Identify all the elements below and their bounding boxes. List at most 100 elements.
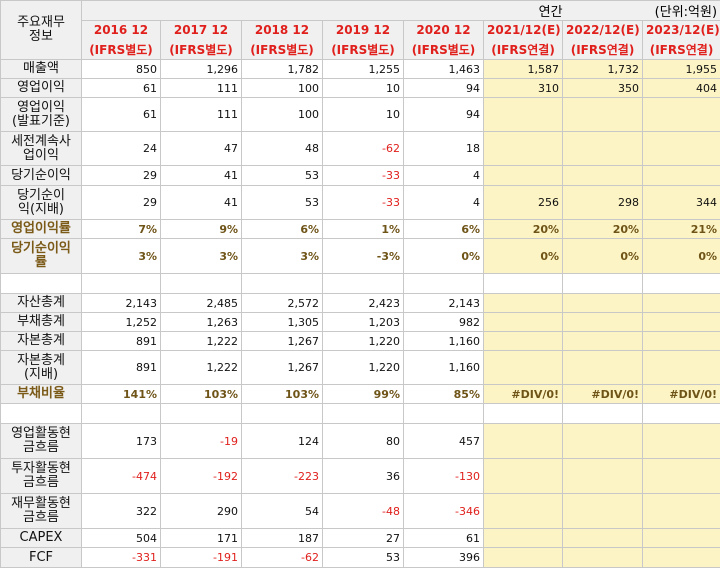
value-cell: 1,222 [161, 351, 242, 385]
year-header: 2020 12 [404, 21, 484, 40]
value-cell: 1,267 [242, 332, 323, 351]
value-cell [404, 404, 484, 424]
value-cell [323, 404, 404, 424]
value-cell: 54 [242, 494, 323, 529]
value-cell: 187 [242, 529, 323, 548]
value-cell: 404 [643, 79, 720, 98]
value-cell: -33 [323, 166, 404, 186]
value-cell [643, 313, 720, 332]
value-cell [643, 459, 720, 494]
value-cell: 504 [82, 529, 161, 548]
value-cell: 6% [404, 220, 484, 239]
value-cell: 41 [161, 186, 242, 220]
year-header: 2017 12 [161, 21, 242, 40]
value-cell: 298 [563, 186, 643, 220]
value-cell: 290 [161, 494, 242, 529]
value-cell: 1,587 [484, 60, 563, 79]
value-cell: -223 [242, 459, 323, 494]
value-cell [563, 548, 643, 568]
row-label: 영업이익률 [1, 220, 82, 239]
value-cell [643, 332, 720, 351]
value-cell: 310 [484, 79, 563, 98]
value-cell: 94 [404, 98, 484, 132]
row-label [1, 404, 82, 424]
year-header: 2019 12 [323, 21, 404, 40]
value-cell: 2,143 [404, 294, 484, 313]
value-cell: 3% [82, 239, 161, 274]
value-cell: 29 [82, 166, 161, 186]
value-cell: -331 [82, 548, 161, 568]
year-header: 2023/12(E) [643, 21, 720, 40]
value-cell: 0% [484, 239, 563, 274]
value-cell: 396 [404, 548, 484, 568]
value-cell: 100 [242, 79, 323, 98]
year-header: 2022/12(E) [563, 21, 643, 40]
row-label-text: 당기순이익 [11, 168, 71, 183]
value-cell [484, 529, 563, 548]
value-cell [484, 274, 563, 294]
row-label: 매출액 [1, 60, 82, 79]
row-label-text: 영업활동현 금흐름 [11, 426, 71, 455]
row-label: 부채비율 [1, 385, 82, 404]
value-cell [563, 294, 643, 313]
value-cell: 3% [161, 239, 242, 274]
value-cell [563, 98, 643, 132]
value-cell: 0% [404, 239, 484, 274]
value-cell: 61 [82, 98, 161, 132]
value-cell: 94 [404, 79, 484, 98]
row-label-text: 매출액 [23, 61, 59, 76]
year-header: 2018 12 [242, 21, 323, 40]
value-cell: 85% [404, 385, 484, 404]
value-cell: #DIV/0! [563, 385, 643, 404]
value-cell: 36 [323, 459, 404, 494]
row-label: 자본총계 (지배) [1, 351, 82, 385]
value-cell [404, 274, 484, 294]
value-cell [563, 132, 643, 166]
value-cell: 20% [484, 220, 563, 239]
value-cell: 171 [161, 529, 242, 548]
value-cell: 61 [82, 79, 161, 98]
value-cell: 61 [404, 529, 484, 548]
value-cell [563, 274, 643, 294]
value-cell: 80 [323, 424, 404, 459]
value-cell [484, 424, 563, 459]
row-label-text: FCF [29, 550, 53, 565]
value-cell [563, 351, 643, 385]
row-label: 당기순이익 률 [1, 239, 82, 274]
value-cell: -62 [242, 548, 323, 568]
value-cell: 1,255 [323, 60, 404, 79]
value-cell: 41 [161, 166, 242, 186]
value-cell: 344 [643, 186, 720, 220]
value-cell [484, 166, 563, 186]
row-label-text: 당기순이익 률 [11, 241, 71, 270]
corner-label-text: 주요재무 정보 [17, 15, 65, 44]
value-cell [643, 294, 720, 313]
value-cell: 1,296 [161, 60, 242, 79]
value-cell: -19 [161, 424, 242, 459]
standard-header: (IFRS별도) [323, 40, 404, 60]
value-cell [563, 424, 643, 459]
value-cell [643, 494, 720, 529]
value-cell [643, 404, 720, 424]
standard-header: (IFRS별도) [161, 40, 242, 60]
value-cell [242, 404, 323, 424]
value-cell [643, 132, 720, 166]
value-cell [643, 351, 720, 385]
value-cell: 27 [323, 529, 404, 548]
value-cell: 322 [82, 494, 161, 529]
value-cell [242, 274, 323, 294]
value-cell: 24 [82, 132, 161, 166]
value-cell [484, 494, 563, 529]
value-cell [484, 404, 563, 424]
value-cell: 53 [242, 166, 323, 186]
row-label: 투자활동현 금흐름 [1, 459, 82, 494]
value-cell [643, 98, 720, 132]
